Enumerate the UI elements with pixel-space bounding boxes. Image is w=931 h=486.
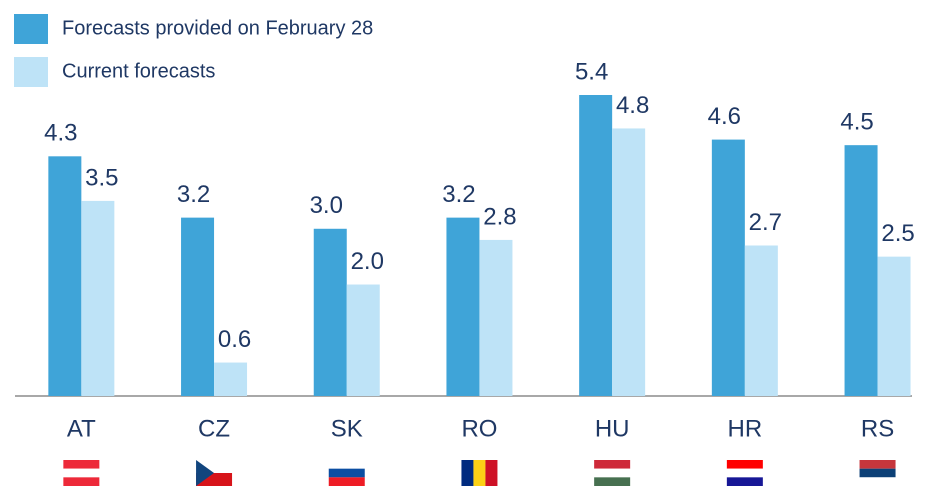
flag xyxy=(63,477,100,486)
x-tick-label: RS xyxy=(861,415,894,442)
flag xyxy=(726,468,763,478)
bar xyxy=(313,228,347,396)
x-tick-label: RO xyxy=(461,415,497,442)
data-label: 2.8 xyxy=(483,203,516,230)
legend-swatch xyxy=(14,14,48,44)
data-label: 3.5 xyxy=(85,164,118,191)
data-label: 3.2 xyxy=(442,181,475,208)
x-tick-label: CZ xyxy=(198,415,230,442)
bar xyxy=(446,217,480,396)
bar xyxy=(214,362,248,396)
flag xyxy=(63,468,100,478)
bar xyxy=(579,95,613,396)
bar xyxy=(877,256,911,396)
flag xyxy=(594,460,631,469)
flag xyxy=(328,460,365,469)
bar xyxy=(612,128,646,396)
flag xyxy=(594,468,631,478)
bar xyxy=(48,156,82,396)
x-tick-label: HR xyxy=(728,415,763,442)
legend-label: Current forecasts xyxy=(62,60,215,82)
bar xyxy=(181,217,215,396)
legend-label: Forecasts provided on February 28 xyxy=(62,17,373,39)
data-label: 4.3 xyxy=(44,120,77,147)
data-label: 2.0 xyxy=(351,248,384,275)
data-label: 3.2 xyxy=(177,181,210,208)
data-label: 0.6 xyxy=(218,326,251,353)
data-label: 2.7 xyxy=(749,209,782,236)
flag xyxy=(196,460,215,486)
data-label: 4.8 xyxy=(616,92,649,119)
bar xyxy=(711,139,745,396)
flag xyxy=(461,460,474,486)
flag xyxy=(726,477,763,486)
x-tick-label: AT xyxy=(67,415,96,442)
bar xyxy=(844,145,878,396)
flag xyxy=(726,460,763,469)
flag xyxy=(859,468,896,478)
flag xyxy=(63,460,100,469)
flag xyxy=(859,477,896,486)
flag xyxy=(485,460,498,486)
data-label: 4.6 xyxy=(708,103,741,130)
flag xyxy=(328,477,365,486)
bar xyxy=(744,245,778,396)
bar xyxy=(346,284,380,396)
data-label: 4.5 xyxy=(840,109,873,136)
x-tick-label: HU xyxy=(595,415,630,442)
flag xyxy=(328,468,365,478)
flag xyxy=(859,460,896,469)
data-label: 5.4 xyxy=(575,58,608,85)
data-label: 2.5 xyxy=(881,220,914,247)
bar xyxy=(479,239,513,396)
legend-swatch xyxy=(14,57,48,87)
flag xyxy=(473,460,486,486)
bar xyxy=(81,200,115,396)
x-tick-label: SK xyxy=(331,415,363,442)
data-label: 3.0 xyxy=(310,192,343,219)
flag xyxy=(594,477,631,486)
